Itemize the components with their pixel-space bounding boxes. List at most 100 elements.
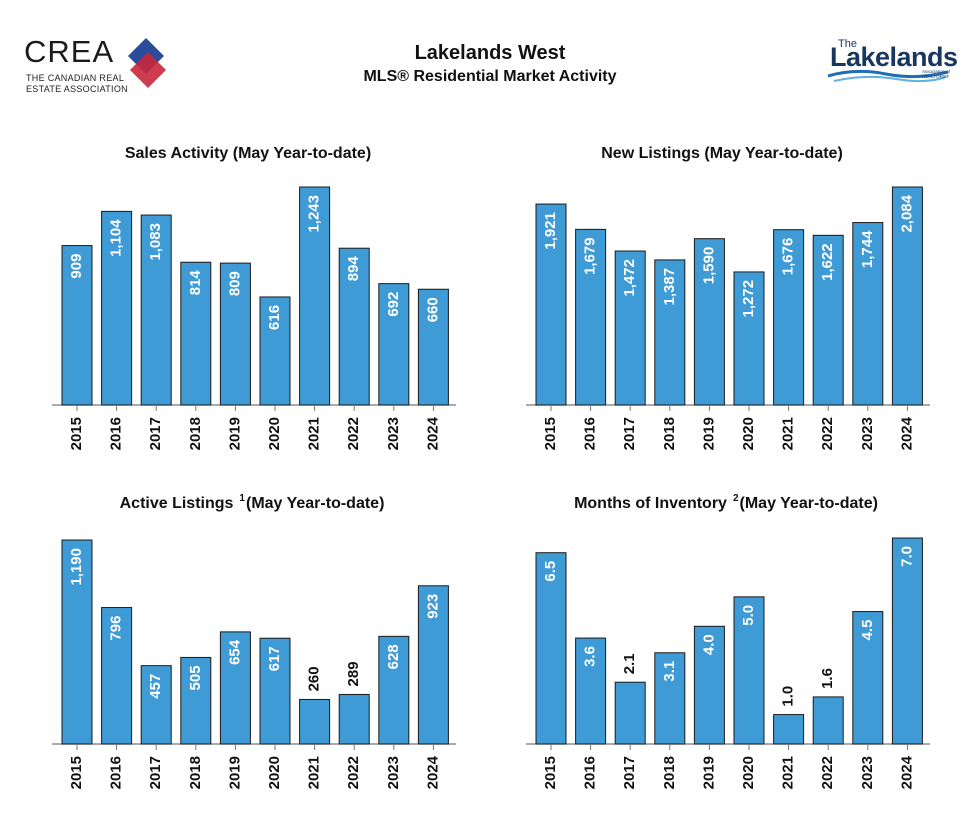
chart-4-value-label: 6.5 — [542, 561, 559, 582]
chart-3-bar — [219, 631, 251, 745]
chart-4-bar — [891, 537, 923, 745]
chart-4-value-label: 2.1 — [621, 653, 638, 674]
chart-1-year-label: 2022 — [345, 417, 362, 450]
crea-logo-subtitle: THE CANADIAN REAL ESTATE ASSOCIATION — [26, 73, 136, 95]
chart-3-bar — [180, 656, 212, 745]
chart-2-year-label: 2018 — [661, 417, 678, 450]
chart-2-year-label: 2022 — [819, 417, 836, 450]
chart-1-year-label: 2021 — [306, 417, 323, 450]
chart-2-value-label: 1,622 — [819, 243, 836, 281]
chart-1-year-label: 2017 — [147, 417, 164, 450]
chart-2-value-label: 1,679 — [582, 237, 599, 275]
chart-3-value-label: 457 — [147, 674, 164, 699]
chart-4-value-label: 4.5 — [859, 620, 876, 641]
chart-2-year-label: 2023 — [859, 417, 876, 450]
chart-2-year-label: 2017 — [621, 417, 638, 450]
chart-4-year-label: 2015 — [542, 756, 559, 789]
chart-2-bar — [733, 271, 765, 406]
chart-4-year-label: 2017 — [621, 756, 638, 789]
chart-1-value-label: 894 — [345, 256, 362, 282]
chart-3-bar — [101, 607, 133, 745]
chart-3-year-label: 2018 — [187, 756, 204, 789]
chart-1-year-label: 2019 — [226, 417, 243, 450]
chart-2-bar — [852, 222, 884, 406]
chart-4-bar — [654, 652, 686, 745]
chart-2-bar — [773, 229, 805, 406]
chart-3-year-label: 2024 — [424, 755, 441, 789]
chart-1-value-label: 909 — [68, 254, 85, 279]
chart-3-title: Active Listings 1(May Year-to-date) — [120, 493, 385, 512]
report-header: CREA THE CANADIAN REAL ESTATE ASSOCIATIO… — [0, 0, 980, 110]
chart-4-bar — [693, 625, 725, 745]
chart-2-year-label: 2015 — [542, 417, 559, 450]
chart-4-value-label: 1.0 — [780, 686, 797, 707]
chart-3-year-label: 2020 — [266, 756, 283, 789]
chart-2-bar — [812, 234, 844, 406]
chart-3-value-label: 1,190 — [68, 548, 85, 586]
chart-3-year-label: 2019 — [226, 756, 243, 789]
chart-1-year-label: 2015 — [68, 417, 85, 450]
chart-1-value-label: 660 — [424, 297, 441, 322]
lakelands-tag-line2: REALTORS® — [922, 74, 950, 79]
lakelands-logo-the: The — [838, 38, 857, 50]
chart-2-value-label: 1,472 — [621, 259, 638, 297]
chart-1-bar — [299, 186, 331, 406]
page-title: Lakelands West — [414, 42, 566, 64]
chart-4-title: Months of Inventory 2(May Year-to-date) — [574, 493, 878, 512]
chart-4-value-label: 4.0 — [700, 634, 717, 655]
lakelands-logo-word: Lakelands — [830, 42, 958, 72]
chart-1-year-label: 2024 — [424, 416, 441, 450]
chart-3-year-label: 2015 — [68, 756, 85, 789]
chart-1-year-label: 2020 — [266, 417, 283, 450]
chart-2-year-label: 2020 — [740, 417, 757, 450]
chart-4-value-label: 3.1 — [661, 661, 678, 682]
chart-2-bar — [535, 203, 567, 406]
chart-2-title: New Listings (May Year-to-date) — [601, 145, 843, 162]
chart-2-year-label: 2024 — [898, 416, 915, 450]
chart-2-bar — [693, 238, 725, 406]
chart-1-value-label: 616 — [266, 305, 283, 330]
chart-2-value-label: 1,676 — [780, 238, 797, 276]
chart-4-year-label: 2022 — [819, 756, 836, 789]
chart-2-bar — [614, 250, 646, 406]
crea-logo-sub-line1: THE CANADIAN REAL — [26, 73, 125, 83]
chart-3-value-label: 923 — [424, 594, 441, 619]
chart-2-bar — [575, 228, 607, 406]
chart-1-year-label: 2018 — [187, 417, 204, 450]
chart-1-value-label: 1,104 — [108, 219, 125, 257]
chart-4-value-label: 5.0 — [740, 605, 757, 626]
chart-4-year-label: 2023 — [859, 756, 876, 789]
chart-4-value-label: 3.6 — [582, 646, 599, 667]
chart-1-bar — [378, 283, 410, 406]
crea-diamond-icon — [128, 38, 166, 88]
chart-1-value-label: 1,243 — [306, 195, 323, 233]
chart-4-year-label: 2018 — [661, 756, 678, 789]
chart-2-year-label: 2019 — [700, 417, 717, 450]
chart-3-year-label: 2017 — [147, 756, 164, 789]
chart-4-bar — [575, 637, 607, 745]
chart-2-year-label: 2021 — [780, 417, 797, 450]
chart-3-year-label: 2016 — [108, 756, 125, 789]
chart-1-bar — [259, 296, 291, 406]
chart-3-value-label: 617 — [266, 646, 283, 671]
chart-3-value-label: 796 — [108, 616, 125, 641]
chart-1-value-label: 809 — [226, 271, 243, 296]
chart-1-title: Sales Activity (May Year-to-date) — [125, 145, 371, 162]
chart-2-year-label: 2016 — [582, 417, 599, 450]
lakelands-logo-tagline: Association of REALTORS® — [922, 69, 952, 79]
chart-2-value-label: 2,084 — [898, 194, 915, 232]
chart-1-year-label: 2016 — [108, 417, 125, 450]
chart-1-value-label: 814 — [187, 270, 204, 296]
chart-4-bar — [535, 552, 567, 745]
chart-2-bar — [654, 259, 686, 406]
chart-3-value-label: 628 — [385, 644, 402, 669]
lakelands-logo: The Lakelands Association of REALTORS® — [826, 38, 958, 88]
chart-3-bar — [378, 635, 410, 745]
chart-3-bar — [299, 698, 331, 745]
chart-4-bar — [614, 681, 646, 745]
chart-3-year-label: 2022 — [345, 756, 362, 789]
chart-4-year-label: 2019 — [700, 756, 717, 789]
chart-3-year-label: 2021 — [306, 756, 323, 789]
chart-4-year-label: 2021 — [780, 756, 797, 789]
